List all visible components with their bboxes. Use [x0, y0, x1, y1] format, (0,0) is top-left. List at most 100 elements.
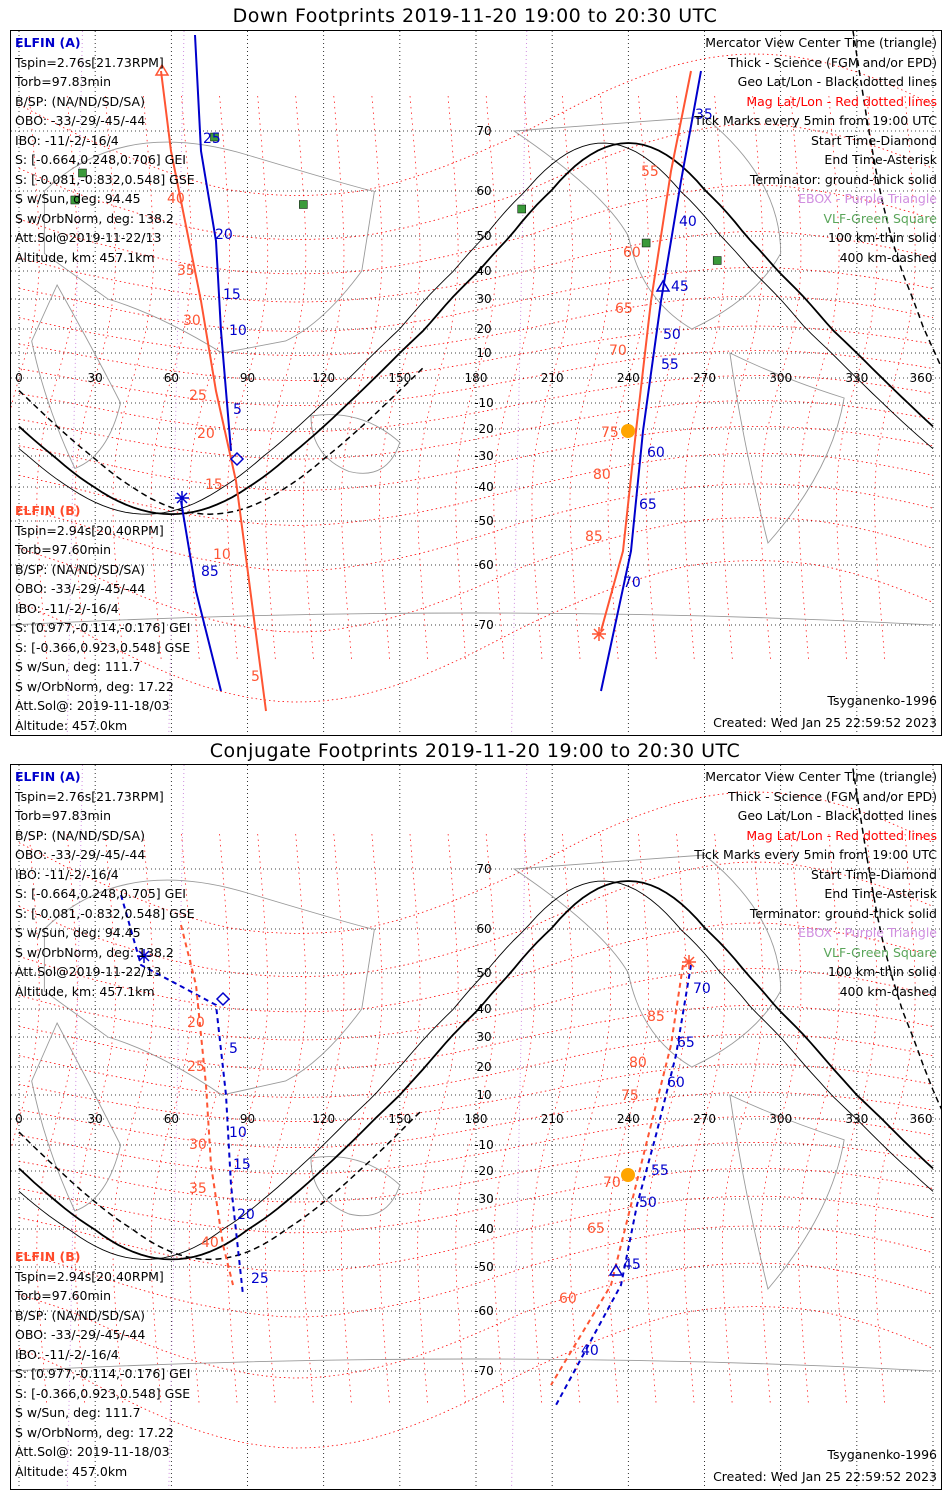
elfin-b-info: ELFIN (B) Tspin=2.94s[20.40RPM] Torb=97.… — [15, 501, 190, 735]
elfin-a-tick-label: 45 — [671, 279, 689, 295]
mag-lon-line — [264, 833, 307, 1407]
mag-lon-line — [569, 833, 611, 1407]
legend-terminator: Terminator: ground-thick solid — [749, 171, 937, 187]
info-line: S w/OrbNorm, deg: 138.2 — [15, 944, 174, 960]
legend-terminator: Terminator: ground-thick solid — [749, 905, 937, 921]
lat-tick-label: 50 — [476, 229, 491, 243]
end-time-asterisk — [682, 955, 696, 969]
elfin-b-tick-label: 40 — [167, 191, 185, 207]
mag-lon-line — [645, 833, 688, 1407]
mag-lon-line — [455, 95, 497, 661]
elfin-a-track-mid — [555, 964, 692, 1406]
lon-tick-label: 30 — [88, 371, 103, 385]
elfin-b-tick-label: 65 — [615, 301, 633, 317]
elfin-a-track-left-lower — [180, 500, 222, 692]
start-time-diamond — [229, 451, 245, 467]
lat-tick-label: 20 — [476, 322, 491, 336]
info-line: S w/Sun, deg: 94.45 — [15, 191, 141, 206]
conjugate-title: Conjugate Footprints 2019-11-20 19:00 to… — [209, 740, 741, 762]
legend-ebox: EBOX - Purple Triangle — [798, 925, 937, 940]
conjugate-footprints-map: 0 30 60 90 120 150 180 210 240 270 300 330 360 70 60 50… — [11, 765, 941, 1489]
mag-lat-line — [18, 184, 934, 275]
elfin-b-tick-label: 25 — [187, 1059, 205, 1075]
mag-lon-line — [798, 95, 840, 661]
lat-tick-label: 40 — [476, 1002, 491, 1016]
elfin-b-tick-label: 5 — [251, 669, 260, 685]
mag-lat-line — [18, 53, 934, 196]
mag-lon-line — [112, 833, 154, 1407]
elfin-a-tick-label: 45 — [623, 1257, 641, 1273]
elfin-a-tick-label: 65 — [677, 1035, 695, 1051]
mag-lat-line — [18, 483, 934, 572]
terminator-400km-line — [851, 765, 941, 1110]
info-line: Altitude, km: 457.1km — [15, 249, 155, 265]
info-line: S: [-0.664,0.248,0.706] GEI — [15, 152, 186, 167]
terminator-100km-line — [18, 880, 934, 1260]
coastline — [729, 352, 845, 544]
info-line: B/SP: (NA/ND/SD/SA) — [15, 93, 145, 109]
elfin-b-tick-label: 65 — [587, 1221, 605, 1237]
legend-vlf: VLF-Green Square — [823, 210, 937, 226]
mag-lon-line — [569, 95, 611, 661]
lat-tick-label: -20 — [474, 1164, 494, 1178]
elfin-b-tick-label: 80 — [593, 467, 611, 483]
elfin-b-tick-label: 70 — [603, 1175, 621, 1191]
coastline — [310, 1156, 401, 1217]
lon-tick-label: 0 — [15, 371, 23, 385]
lon-tick-label: 120 — [312, 1112, 335, 1126]
info-line: S w/OrbNorm, deg: 17.22 — [15, 1424, 174, 1440]
legend-end: End Time-Asterisk — [824, 886, 937, 901]
elfin-b-tick-label: 15 — [205, 477, 223, 493]
lat-tick-label: -40 — [474, 1222, 494, 1236]
legend-mag: Mag Lat/Lon - Red dotted lines — [746, 93, 937, 109]
lon-tick-label: 30 — [88, 1112, 103, 1126]
mag-lon-line — [836, 95, 878, 661]
sun-subsolar-marker — [621, 424, 635, 438]
terminator-100km-line — [18, 142, 934, 515]
elfin-b-label: ELFIN (B) — [15, 1249, 81, 1264]
ebox-meridian — [168, 765, 185, 1489]
lat-tick-label: -30 — [474, 1192, 494, 1206]
elfin-b-tick-label: 60 — [623, 245, 641, 261]
mag-lon-line — [683, 95, 726, 661]
terminator-line — [18, 880, 934, 1261]
mag-lat-line — [18, 1225, 934, 1318]
elfin-a-tick-label: 20 — [237, 1207, 255, 1223]
info-line: OBO: -33/-29/-45/-44 — [15, 113, 146, 128]
elfin-b-tick-label: 40 — [201, 1235, 219, 1251]
lon-tick-label: 60 — [164, 1112, 179, 1126]
lat-tick-label: 10 — [476, 1088, 491, 1102]
mag-lon-line — [11, 833, 40, 1151]
end-time-asterisk — [592, 627, 606, 641]
legend-geo: Geo Lat/Lon - Black dotted lines — [737, 808, 937, 823]
elfin-a-tick-label: 40 — [581, 1343, 599, 1359]
mag-lat-line — [18, 295, 934, 356]
mag-lon-line — [683, 833, 726, 1407]
lon-tick-label: 360 — [910, 371, 933, 385]
coastline — [11, 1358, 934, 1372]
ebox-meridian — [511, 765, 528, 1489]
mag-lon-line — [341, 95, 383, 661]
legend: Mercator View Center Time (triangle) Thi… — [694, 33, 937, 267]
elfin-a-tick-label: 20 — [215, 227, 233, 243]
lat-tick-label: -50 — [474, 514, 494, 528]
mag-lon-line — [188, 833, 231, 1407]
terminator-line — [18, 142, 934, 516]
vlf-station-marker — [210, 132, 219, 142]
legend-start: Start Time-Diamond — [810, 866, 937, 882]
view-center-triangle — [154, 63, 170, 76]
mag-lon-line — [226, 833, 269, 1407]
terminator-400km-line — [852, 31, 941, 369]
info-line: IBO: -11/-2/-16/4 — [15, 600, 119, 616]
elfin-b-tick-label: 75 — [601, 425, 619, 441]
info-line: Altitude, km: 457.1km — [15, 983, 155, 999]
mag-lat-line — [18, 922, 934, 1013]
info-line: B/SP: (NA/ND/SD/SA) — [15, 561, 145, 577]
lat-tick-label: -30 — [474, 449, 494, 463]
mag-lon-line — [607, 833, 649, 1407]
mag-lon-line — [264, 95, 307, 661]
lat-tick-label: 30 — [476, 292, 491, 306]
elfin-b-tick-label: 10 — [213, 547, 231, 563]
lat-tick-label: 60 — [476, 922, 491, 936]
mag-lat-line — [18, 791, 934, 934]
